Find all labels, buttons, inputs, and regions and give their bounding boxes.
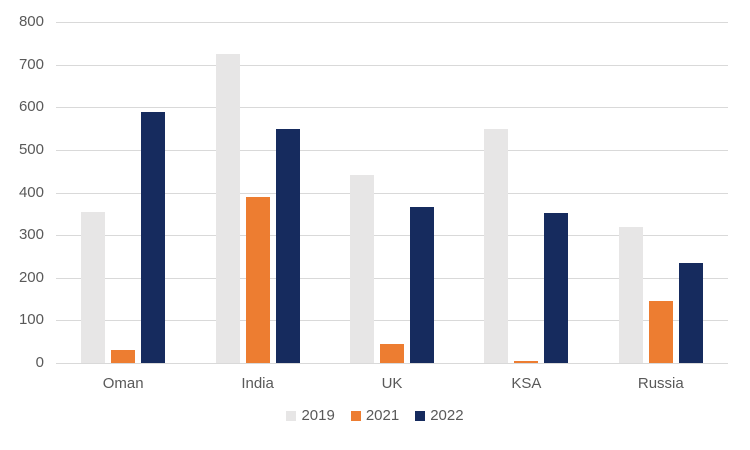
x-axis-category-label-ksa: KSA bbox=[511, 375, 542, 392]
bar-2021-russia bbox=[648, 301, 673, 363]
bar-2021-oman bbox=[111, 350, 136, 363]
legend-swatch-icon bbox=[286, 410, 297, 421]
gridline-500 bbox=[56, 149, 728, 151]
y-axis-tick-label-500: 500 bbox=[18, 140, 44, 158]
bar-2019-ksa bbox=[484, 128, 509, 363]
bar-2022-oman bbox=[141, 111, 166, 363]
bar-2022-russia bbox=[678, 262, 703, 363]
legend-item-2022: 2022 bbox=[415, 407, 464, 424]
bar-2022-uk bbox=[410, 207, 434, 363]
y-axis-tick-label-400: 400 bbox=[18, 183, 44, 201]
gridline-600 bbox=[56, 107, 728, 109]
y-axis-tick-label-800: 800 bbox=[18, 13, 44, 30]
legend-item-2021: 2021 bbox=[350, 407, 400, 424]
bar-2022-india bbox=[275, 128, 300, 363]
x-axis-category-label-uk: UK bbox=[381, 375, 403, 392]
gridline-200 bbox=[56, 277, 728, 279]
y-axis-tick-label-200: 200 bbox=[18, 268, 44, 286]
gridline-300 bbox=[56, 235, 728, 237]
legend-item-2019: 2019 bbox=[286, 407, 335, 424]
gridline-400 bbox=[56, 192, 728, 194]
y-axis-tick-label-300: 300 bbox=[18, 226, 44, 244]
y-axis-tick-label-100: 100 bbox=[18, 311, 44, 329]
bar-2019-oman bbox=[81, 211, 106, 363]
y-axis-tick-label-0: 0 bbox=[35, 354, 44, 371]
bar-2021-india bbox=[245, 196, 270, 363]
gridline-0 bbox=[56, 363, 728, 364]
bar-2021-ksa bbox=[514, 360, 539, 363]
y-axis-tick-label-700: 700 bbox=[18, 55, 44, 73]
legend-swatch-icon bbox=[350, 410, 361, 421]
gridline-700 bbox=[56, 64, 728, 66]
x-axis-category-label-india: India bbox=[241, 375, 274, 392]
bar-2021-uk bbox=[380, 343, 404, 363]
gridline-800 bbox=[56, 22, 728, 23]
x-axis-category-label-russia: Russia bbox=[637, 375, 684, 392]
bar-2019-russia bbox=[618, 226, 643, 363]
bar-2019-india bbox=[215, 54, 240, 363]
x-axis-category-label-oman: Oman bbox=[102, 375, 144, 392]
legend-label: 2021 bbox=[365, 407, 400, 424]
legend-label: 2022 bbox=[430, 407, 464, 424]
bar-2022-ksa bbox=[544, 213, 569, 363]
gridline-100 bbox=[56, 320, 728, 322]
y-axis-tick-label-600: 600 bbox=[18, 98, 44, 116]
legend: 2019 2021 2022 bbox=[0, 407, 750, 424]
legend-label: 2019 bbox=[301, 407, 335, 424]
legend-swatch-icon bbox=[415, 410, 426, 421]
bar-2019-uk bbox=[350, 175, 374, 363]
